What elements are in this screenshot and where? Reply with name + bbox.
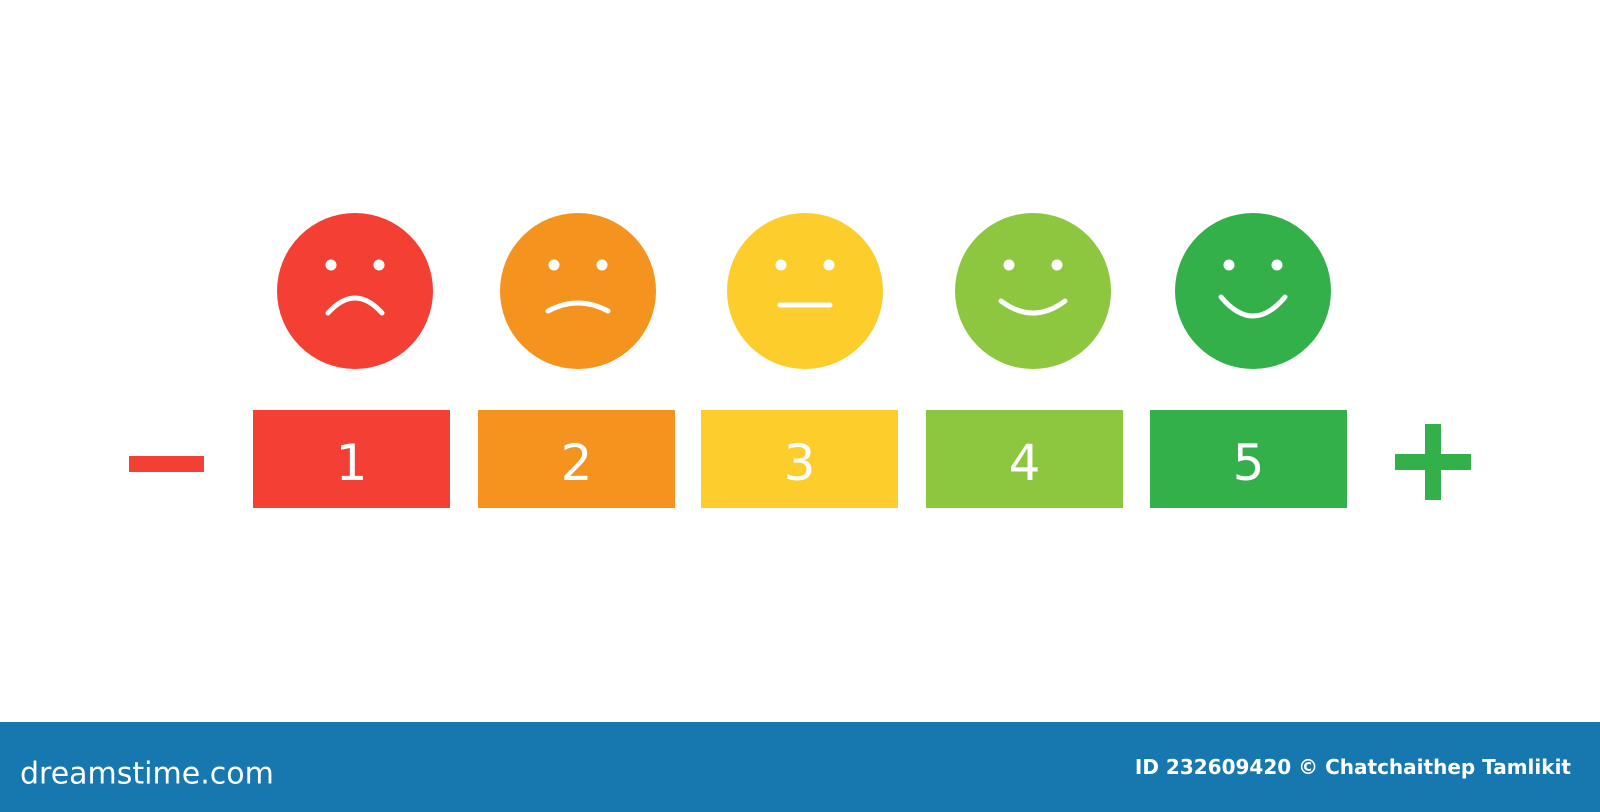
emoji-eye — [823, 259, 835, 271]
rating-box — [478, 410, 675, 508]
emoji-mouth — [1218, 294, 1288, 319]
emoji-face — [1175, 213, 1331, 369]
emoji-face — [727, 213, 883, 369]
brand: dreamstime.com — [20, 757, 274, 792]
emoji-mouth — [998, 298, 1068, 316]
rating-number: 5 — [1233, 434, 1265, 492]
rating-box — [1150, 410, 1347, 508]
rating-box — [926, 410, 1123, 508]
plus-sign — [1425, 424, 1441, 500]
emoji-face — [955, 213, 1111, 369]
rating-box — [701, 410, 898, 508]
emoji-mouth — [545, 300, 611, 314]
emoji-eye — [775, 259, 787, 271]
emoji-eye — [1051, 259, 1063, 271]
emoji-eye — [1271, 259, 1283, 271]
emoji-eye — [325, 259, 337, 271]
emoji-face — [277, 213, 433, 369]
emoji-face — [500, 213, 656, 369]
rating-box — [253, 410, 450, 508]
emoji-eye — [596, 259, 608, 271]
rating-number: 1 — [336, 434, 368, 492]
rating-number: 3 — [784, 434, 816, 492]
footer-bar — [0, 722, 1600, 812]
rating-number: 4 — [1009, 434, 1041, 492]
emoji-eye — [1223, 259, 1235, 271]
emoji-eye — [373, 259, 385, 271]
credit: ID 232609420 © Chatchaithep Tamlikit — [1135, 755, 1572, 779]
rating-number: 2 — [561, 434, 593, 492]
minus-sign — [129, 456, 204, 472]
emoji-mouth — [325, 295, 385, 316]
emoji-eye — [1003, 259, 1015, 271]
emoji-eye — [548, 259, 560, 271]
